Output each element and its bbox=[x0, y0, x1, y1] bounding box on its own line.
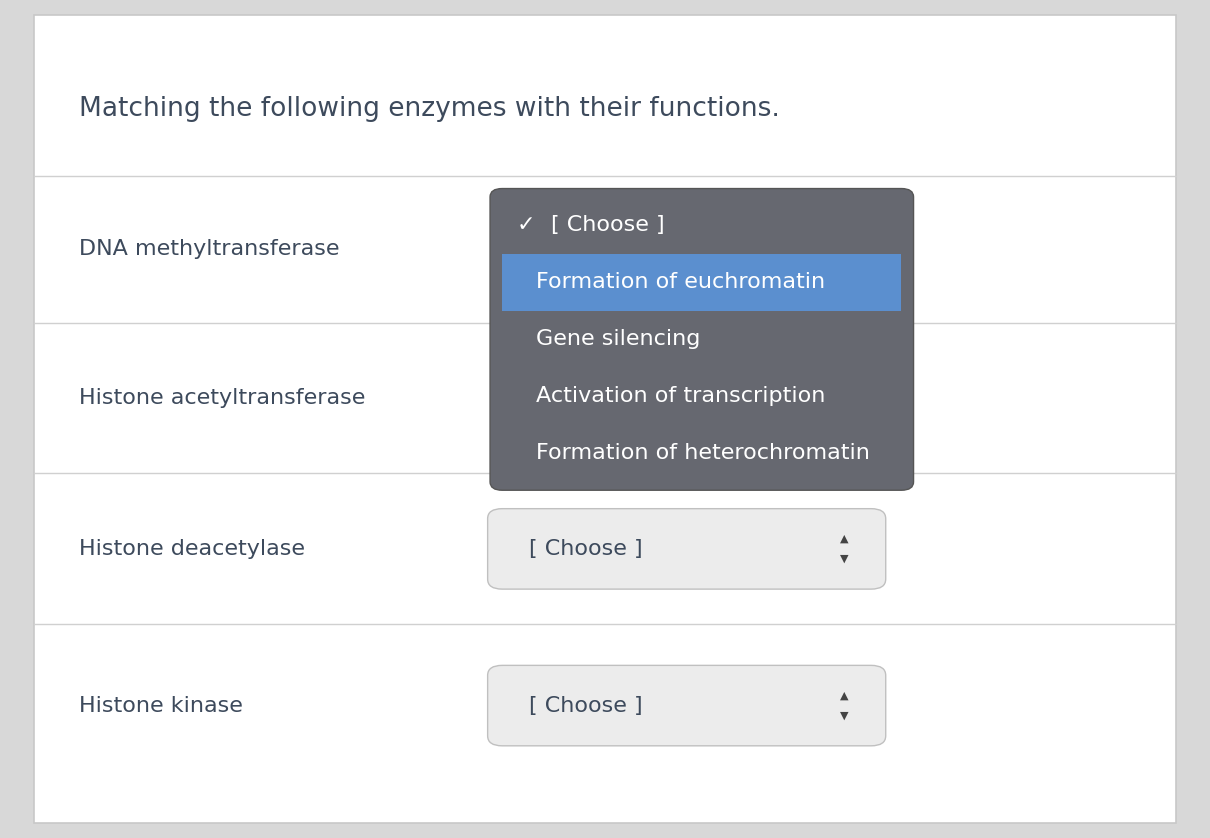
FancyBboxPatch shape bbox=[488, 665, 886, 746]
FancyBboxPatch shape bbox=[488, 509, 886, 589]
Text: DNA methyltransferase: DNA methyltransferase bbox=[79, 239, 339, 259]
Text: ▼: ▼ bbox=[840, 554, 849, 564]
Text: ✓: ✓ bbox=[517, 215, 536, 235]
Text: Gene silencing: Gene silencing bbox=[536, 329, 701, 349]
Text: Formation of euchromatin: Formation of euchromatin bbox=[536, 272, 825, 292]
Text: Histone acetyltransferase: Histone acetyltransferase bbox=[79, 388, 365, 408]
Bar bbox=[502, 254, 901, 311]
Text: [ Choose ]: [ Choose ] bbox=[529, 539, 643, 559]
Text: Histone kinase: Histone kinase bbox=[79, 696, 242, 716]
Text: Formation of heterochromatin: Formation of heterochromatin bbox=[536, 443, 870, 463]
FancyBboxPatch shape bbox=[34, 15, 1176, 823]
Text: Activation of transcription: Activation of transcription bbox=[536, 386, 825, 406]
Text: [ Choose ]: [ Choose ] bbox=[529, 696, 643, 716]
Text: ▲: ▲ bbox=[840, 691, 849, 701]
Text: [ Choose ]: [ Choose ] bbox=[551, 215, 664, 235]
Text: ▲: ▲ bbox=[840, 534, 849, 544]
FancyBboxPatch shape bbox=[490, 189, 914, 490]
Text: Histone deacetylase: Histone deacetylase bbox=[79, 539, 305, 559]
Text: ▼: ▼ bbox=[840, 711, 849, 721]
Text: Matching the following enzymes with their functions.: Matching the following enzymes with thei… bbox=[79, 96, 779, 122]
